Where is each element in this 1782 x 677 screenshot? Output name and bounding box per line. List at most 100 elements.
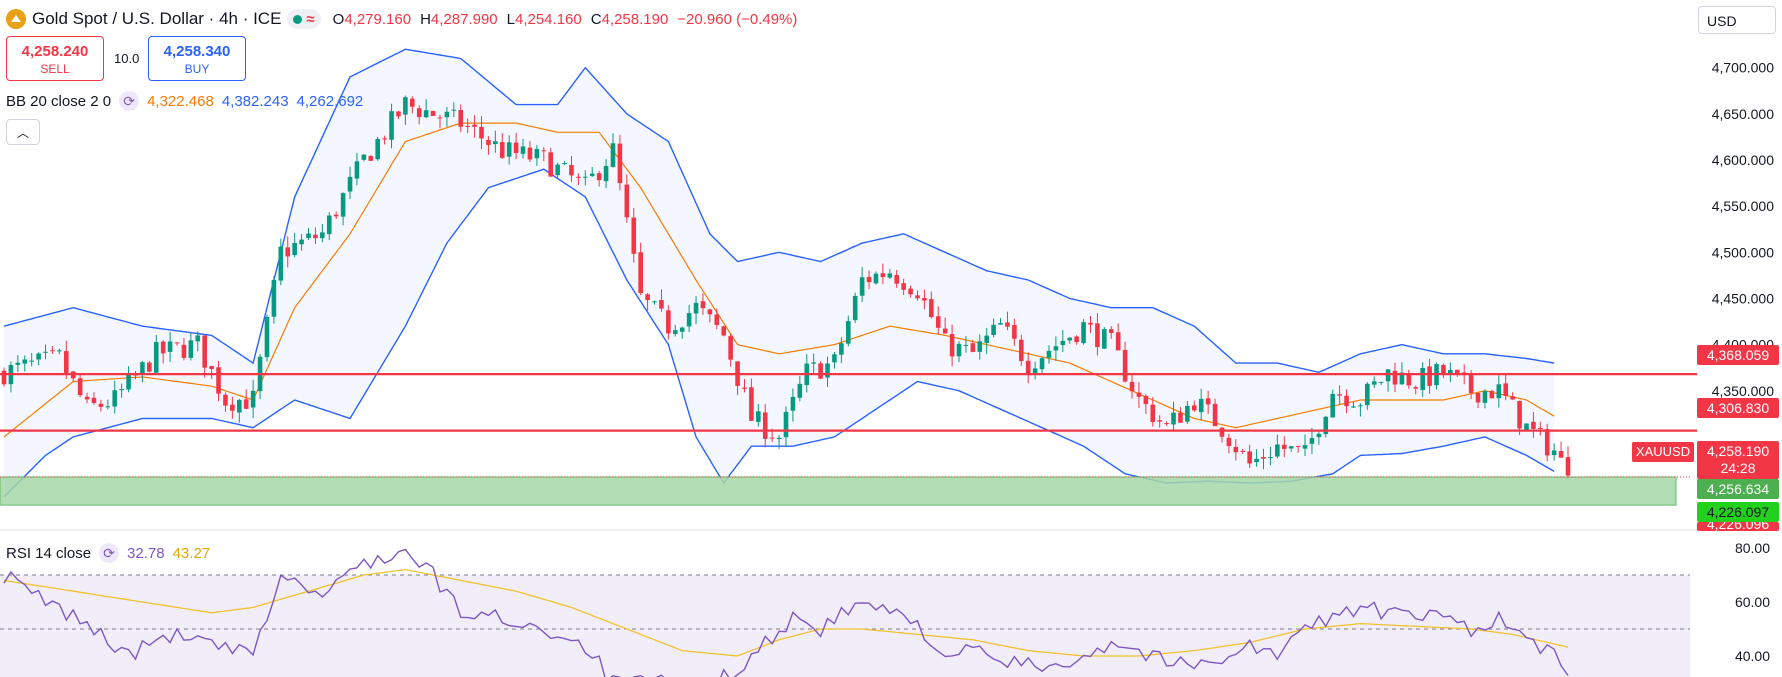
candle-body: [603, 165, 609, 182]
bb-lower-value: 4,262.692: [296, 92, 364, 110]
candle-body: [479, 126, 484, 139]
candle-body: [555, 164, 560, 176]
candle-body: [1240, 450, 1246, 452]
cycle-icon[interactable]: ⟳: [119, 91, 140, 111]
candle-body: [292, 242, 297, 256]
price-tick-label: 4,600.000: [1712, 152, 1774, 168]
candle-body: [749, 387, 754, 421]
candle-body: [1219, 427, 1225, 437]
candle-body: [631, 217, 637, 254]
market-open-dot-icon: [293, 14, 303, 24]
candle-body: [340, 193, 346, 217]
candle-body: [105, 406, 111, 408]
candle-body: [1551, 450, 1557, 456]
candle-body: [278, 246, 284, 281]
candle-body: [1129, 381, 1135, 392]
candle-body: [1275, 444, 1280, 457]
candle-body: [1302, 445, 1308, 449]
rsi-tick-label: 80.00: [1735, 540, 1770, 556]
candle-body: [140, 362, 145, 374]
candle-body: [423, 110, 429, 118]
buy-button[interactable]: 4,258.340 BUY: [148, 36, 246, 81]
candle-body: [562, 163, 567, 165]
candle-body: [1060, 340, 1066, 346]
bb-upper-line: [3, 48, 1555, 374]
bb-upper-value: 4,382.243: [221, 92, 289, 110]
candle-body: [942, 328, 948, 334]
candle-body: [1413, 387, 1419, 389]
candle-body: [1427, 366, 1432, 386]
candle-body: [1503, 383, 1509, 396]
candle-body: [195, 335, 201, 342]
candle-body: [1171, 412, 1176, 425]
candle-body: [1122, 349, 1128, 382]
candle-body: [922, 298, 927, 301]
candle-body: [1281, 444, 1287, 449]
collapse-legend-button[interactable]: ︿: [6, 119, 40, 145]
candle-body: [1330, 393, 1336, 418]
candle-body: [112, 390, 118, 407]
candle-body: [569, 164, 574, 176]
status-pill[interactable]: ≈: [287, 9, 321, 29]
candle-body: [617, 143, 623, 184]
support-zone: [0, 476, 1690, 506]
candle-body: [1316, 433, 1322, 438]
candle-body: [493, 141, 498, 145]
candle-body: [1441, 364, 1446, 374]
candle-body: [299, 239, 304, 245]
rsi-value: 32.78: [127, 544, 165, 562]
sell-price: 4,258.240: [21, 43, 89, 60]
candle-body: [534, 148, 540, 159]
level2-price-label: 4,306.830: [1697, 398, 1779, 418]
candle-body: [666, 310, 671, 334]
candle-body: [29, 360, 34, 362]
candle-body: [970, 343, 976, 352]
candle-body: [1074, 336, 1079, 343]
candle-body: [1544, 429, 1550, 456]
candle-body: [1351, 406, 1356, 408]
candle-body: [790, 396, 796, 411]
candle-body: [963, 344, 969, 346]
cycle-icon[interactable]: ⟳: [99, 543, 120, 563]
candle-body: [437, 117, 443, 119]
candle-body: [57, 350, 62, 352]
candle-body: [188, 340, 194, 358]
candle-body: [832, 354, 837, 363]
rsi-ma-value: 43.27: [172, 544, 211, 562]
candle-body: [1185, 405, 1190, 422]
candle-body: [1268, 457, 1273, 459]
candle-body: [693, 302, 699, 314]
candle-body: [264, 316, 270, 358]
zone-bottom-label: 4,226.097: [1697, 502, 1779, 522]
candle-body: [527, 147, 533, 160]
candle-body: [1261, 457, 1266, 459]
candle-body: [998, 323, 1003, 325]
rsi-tick-label: 40.00: [1735, 648, 1770, 664]
candle-body: [866, 276, 872, 283]
candle-body: [783, 411, 789, 438]
rsi-legend[interactable]: RSI 14 close ⟳ 32.78 43.27: [6, 543, 210, 563]
currency-selector[interactable]: USD: [1698, 6, 1776, 34]
candle-body: [416, 108, 422, 118]
candle-body: [589, 173, 595, 176]
candle-body: [915, 295, 920, 299]
sell-button[interactable]: 4,258.240 SELL: [6, 36, 104, 81]
candle-body: [98, 403, 104, 407]
candle-body: [147, 362, 152, 372]
bb-legend[interactable]: BB 20 close 2 0 ⟳ 4,322.468 4,382.243 4,…: [6, 91, 363, 111]
cut-price-label: 4,226.096: [1697, 522, 1779, 531]
chevron-up-icon: ︿: [16, 125, 29, 140]
candle-body: [22, 359, 28, 364]
symbol-title[interactable]: Gold Spot / U.S. Dollar · 4h · ICE: [32, 9, 282, 28]
candle-body: [1157, 420, 1162, 422]
price-tick-label: 4,450.000: [1712, 290, 1774, 306]
candle-body: [43, 351, 48, 353]
bb-fill: [4, 49, 1555, 497]
candle-body: [410, 98, 415, 107]
candle-body: [77, 378, 83, 396]
candle-body: [1143, 396, 1149, 405]
buy-label: BUY: [184, 62, 210, 76]
candle-body: [1475, 392, 1481, 403]
